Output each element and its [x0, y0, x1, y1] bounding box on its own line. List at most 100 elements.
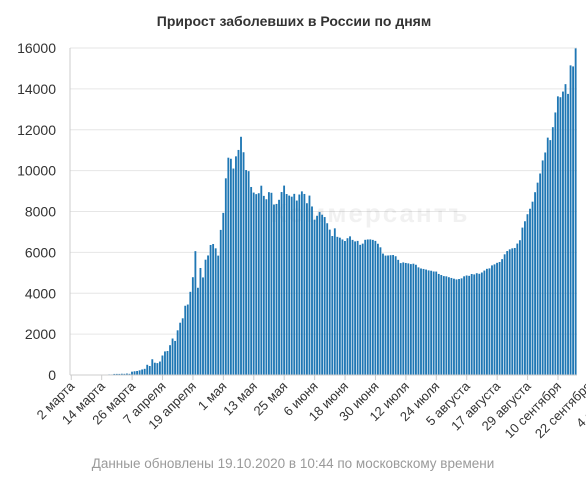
bar	[156, 363, 159, 375]
bar	[262, 195, 265, 375]
bar	[169, 345, 171, 375]
bar	[267, 192, 270, 375]
y-tick-label: 14000	[17, 81, 56, 97]
bar	[313, 219, 316, 375]
bar	[562, 91, 564, 375]
bar	[412, 263, 415, 375]
bar	[544, 152, 547, 375]
bar	[498, 262, 501, 375]
bar	[341, 239, 344, 375]
bar	[207, 255, 209, 375]
bar	[404, 262, 407, 375]
bar	[235, 156, 237, 375]
bar	[549, 140, 552, 375]
bar	[242, 152, 245, 375]
bar	[447, 277, 450, 375]
bar	[118, 373, 121, 375]
bar	[146, 364, 149, 375]
bar	[402, 262, 405, 375]
bar	[463, 276, 466, 375]
bar	[371, 239, 374, 375]
bar	[252, 192, 255, 375]
bar	[524, 221, 526, 375]
bar	[275, 203, 278, 375]
bar	[366, 239, 369, 375]
bar	[359, 244, 362, 375]
bar	[158, 361, 161, 375]
bar	[399, 263, 402, 375]
y-tick-label: 8000	[25, 204, 56, 220]
bar	[283, 185, 286, 375]
bar	[496, 262, 498, 375]
bar	[455, 279, 458, 375]
bar	[285, 194, 288, 375]
bar	[298, 194, 301, 375]
bar	[420, 268, 422, 375]
bar	[511, 248, 514, 375]
bar	[227, 157, 230, 375]
bar	[488, 268, 491, 375]
bar	[521, 227, 524, 375]
bar	[240, 136, 242, 375]
bar	[478, 273, 481, 375]
bar	[376, 243, 379, 375]
bar	[394, 256, 397, 375]
y-tick-label: 10000	[17, 163, 56, 179]
y-tick-label: 4000	[25, 285, 56, 301]
gridlines	[70, 47, 577, 335]
bar	[387, 255, 389, 375]
bar	[417, 267, 420, 375]
bar	[148, 366, 151, 375]
bar	[255, 194, 258, 375]
bar	[361, 243, 364, 375]
bar	[354, 241, 357, 375]
bar	[559, 97, 562, 376]
bar	[273, 204, 275, 375]
bar	[336, 236, 339, 375]
bar	[303, 193, 306, 375]
y-tick-label: 2000	[25, 326, 56, 342]
bar	[356, 240, 359, 375]
bar	[128, 373, 131, 375]
y-tick-label: 12000	[17, 122, 56, 138]
bar	[161, 355, 164, 375]
bar	[265, 199, 268, 375]
bar	[171, 338, 174, 375]
bar	[442, 276, 445, 375]
watermark-logo: Коммерсантъ	[271, 198, 470, 228]
bar	[133, 371, 136, 375]
bar	[425, 269, 427, 375]
bar	[574, 48, 577, 376]
bar	[126, 373, 128, 375]
bar	[189, 291, 192, 375]
bar	[338, 237, 341, 375]
bar	[247, 171, 250, 375]
bar	[229, 158, 232, 375]
bar	[374, 240, 377, 375]
bar	[184, 305, 187, 375]
bar	[556, 96, 559, 376]
bar	[323, 217, 326, 375]
bar	[529, 208, 531, 375]
bar	[526, 214, 529, 375]
bar	[288, 195, 291, 375]
bar	[554, 112, 557, 376]
bar	[214, 248, 217, 375]
bar	[513, 247, 516, 375]
bar	[199, 267, 202, 375]
bar	[551, 127, 554, 375]
bar	[465, 275, 468, 375]
bar	[191, 277, 194, 375]
y-tick-label: 6000	[25, 244, 56, 260]
bar	[567, 93, 569, 376]
bar	[389, 255, 392, 375]
bar	[290, 196, 293, 375]
bar	[186, 304, 189, 375]
bar	[541, 160, 544, 375]
bar	[397, 259, 400, 375]
bar	[384, 255, 387, 375]
bar	[546, 137, 549, 375]
bar	[311, 206, 313, 375]
bar	[224, 178, 227, 375]
